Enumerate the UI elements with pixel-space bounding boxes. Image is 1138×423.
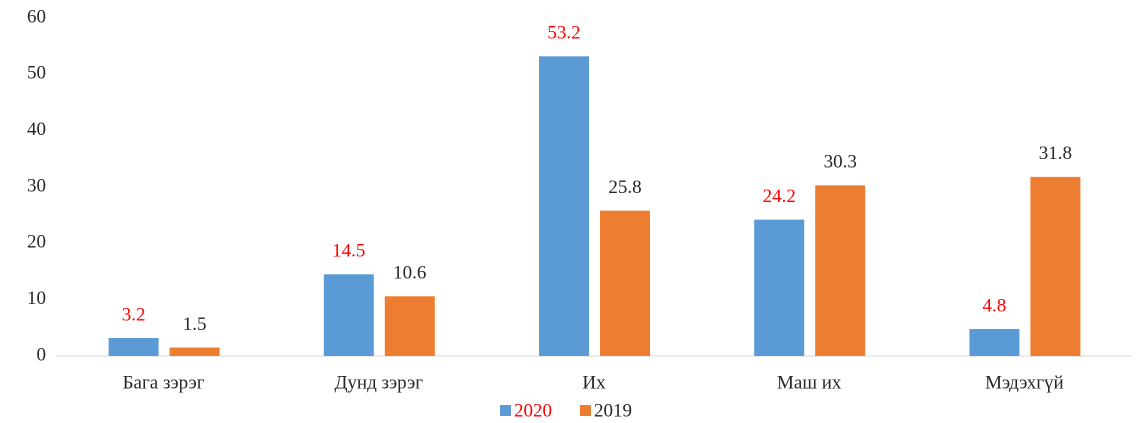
bar [754,219,805,356]
y-tick-label: 40 [27,119,46,140]
bar [1030,176,1081,356]
data-label: 31.8 [1039,143,1072,164]
legend-swatch [580,405,591,416]
y-tick-label: 60 [27,6,46,27]
data-label: 4.8 [983,295,1007,316]
y-tick-label: 10 [27,288,46,309]
legend-label: 2019 [594,400,632,421]
x-tick-label: Их [582,372,606,393]
bar [323,274,374,356]
bar [600,210,650,356]
x-tick-label: Мэдэхгүй [985,372,1064,393]
data-label: 53.2 [547,23,580,44]
x-tick-label: Маш их [777,372,842,393]
x-tick-label: Дунд зэрэг [334,372,423,393]
y-tick-label: 30 [27,175,46,196]
bar [539,56,589,356]
legend-swatch [500,405,511,416]
data-label: 10.6 [393,263,426,284]
data-label: 25.8 [608,177,641,198]
bar [108,337,159,356]
data-label: 3.2 [122,304,146,325]
bar [169,347,220,356]
data-label: 30.3 [824,152,857,173]
bar [969,328,1020,356]
data-label: 14.5 [332,241,365,262]
y-tick-label: 20 [27,232,46,253]
y-tick-label: 0 [37,344,47,365]
legend-label: 2020 [514,400,552,421]
data-label: 1.5 [183,314,207,335]
x-tick-label: Бага зэрэг [123,372,205,393]
bar [384,296,435,356]
y-tick-label: 50 [27,63,46,84]
data-label: 24.2 [763,186,796,207]
bar [815,185,866,356]
